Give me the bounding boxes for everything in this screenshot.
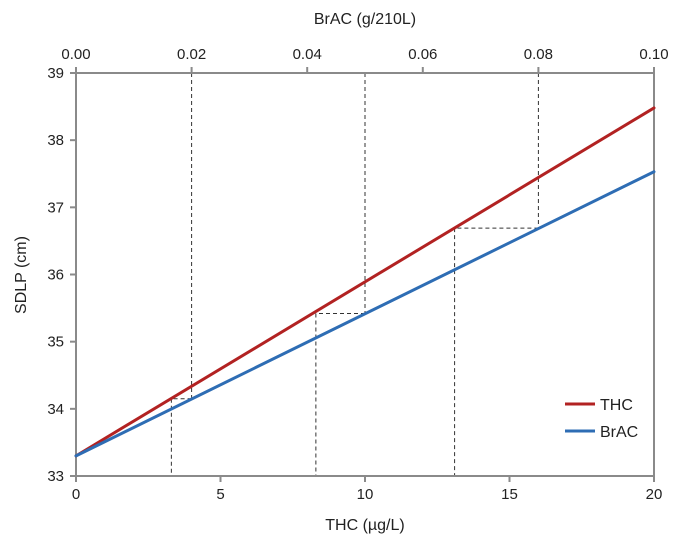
y-tick-label: 37: [47, 199, 64, 216]
x-axis-title: THC (µg/L): [325, 517, 404, 534]
series-lines: [74, 106, 656, 458]
x2-tick-label: 0.08: [524, 46, 553, 63]
x-tick-label: 10: [357, 486, 374, 503]
y-tick-label: 36: [47, 267, 64, 284]
y-tick-label: 38: [47, 132, 64, 149]
x2-tick-label: 0.06: [408, 46, 437, 63]
y-tick-label: 39: [47, 65, 64, 82]
x-tick-label: 20: [646, 486, 663, 503]
legend: THC BrAC: [565, 397, 638, 441]
y-tick-label: 34: [47, 401, 64, 418]
y-axis-title: SDLP (cm): [13, 236, 30, 314]
legend-label-thc: THC: [600, 397, 633, 414]
axes: [70, 67, 655, 482]
series-line-brac: [74, 170, 656, 458]
x2-tick-label: 0.02: [177, 46, 206, 63]
x-tick-label: 15: [501, 486, 518, 503]
y-tick-label: 33: [47, 468, 64, 485]
x2-axis-title: BrAC (g/210L): [314, 11, 416, 28]
legend-label-brac: BrAC: [600, 424, 638, 441]
x2-tick-label: 0.04: [293, 46, 322, 63]
y-tick-label: 35: [47, 334, 64, 351]
reference-lines: [170, 73, 539, 476]
x-tick-label: 0: [72, 486, 80, 503]
series-line-thc: [74, 106, 656, 458]
x2-tick-label: 0.10: [639, 46, 668, 63]
x-tick-label: 5: [216, 486, 224, 503]
labels: BrAC (g/210L) THC (µg/L) SDLP (cm) 33 34 3…: [13, 11, 669, 534]
x2-tick-label: 0.00: [61, 46, 90, 63]
